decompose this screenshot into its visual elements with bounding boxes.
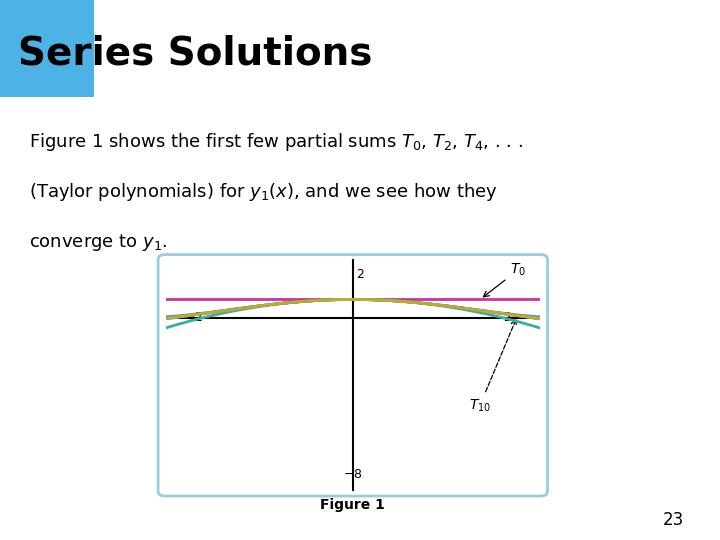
FancyBboxPatch shape — [158, 254, 547, 496]
Text: $2$: $2$ — [356, 268, 364, 281]
Text: $2$: $2$ — [503, 311, 511, 324]
Text: $-8$: $-8$ — [343, 468, 363, 481]
Text: 23: 23 — [662, 511, 684, 529]
Text: Series Solutions: Series Solutions — [18, 35, 372, 72]
Text: Figure 1 shows the first few partial sums $T_0$, $T_2$, $T_4$, . . .: Figure 1 shows the first few partial sum… — [29, 131, 523, 153]
Text: (Taylor polynomials) for $y_1(x)$, and we see how they: (Taylor polynomials) for $y_1(x)$, and w… — [29, 180, 498, 202]
Text: $T_{10}$: $T_{10}$ — [469, 320, 516, 414]
Text: $T_0$: $T_0$ — [483, 262, 526, 297]
Text: Figure 1: Figure 1 — [320, 498, 385, 512]
Text: $-2$: $-2$ — [184, 311, 203, 324]
FancyBboxPatch shape — [0, 0, 94, 97]
Text: converge to $y_1$.: converge to $y_1$. — [29, 232, 167, 253]
